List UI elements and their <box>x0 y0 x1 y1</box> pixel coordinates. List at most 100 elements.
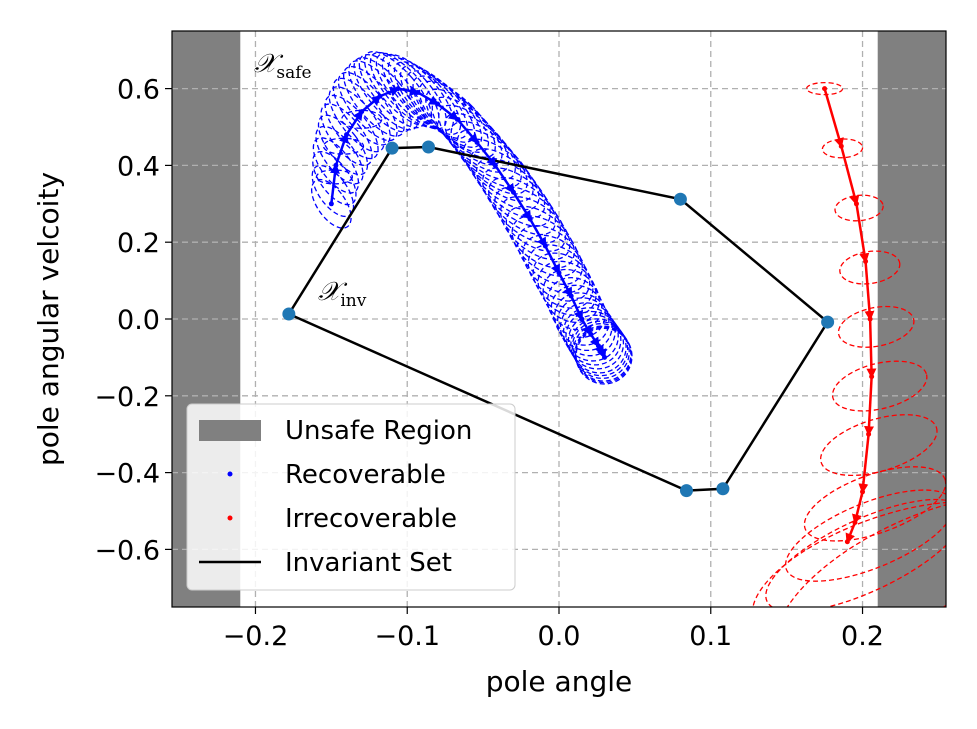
recoverable-point <box>359 109 365 115</box>
recoverable-ellipse <box>542 268 600 324</box>
irrecoverable-trajectory-segment <box>840 145 860 206</box>
recoverable-point <box>568 293 574 299</box>
recoverable-trajectory-segment <box>570 295 583 321</box>
y-tick-label: −0.4 <box>94 459 160 490</box>
recoverable-ellipse <box>444 112 522 188</box>
irrecoverable-ellipse <box>805 81 844 96</box>
legend-swatch-unsafe <box>199 420 261 441</box>
irrecoverable-point <box>860 489 866 495</box>
irrecoverable-point <box>853 201 859 207</box>
legend-box <box>186 403 516 591</box>
recoverable-ellipse <box>363 50 433 127</box>
recoverable-ellipse <box>571 320 629 377</box>
irrecoverable-ellipse <box>784 489 946 582</box>
recoverable-ellipse <box>324 94 379 160</box>
recoverable-point <box>602 354 608 360</box>
recoverable-ellipse <box>570 318 627 374</box>
recoverable-point <box>395 86 401 92</box>
recoverable-ellipse <box>527 244 591 302</box>
recoverable-point <box>595 343 601 349</box>
irrecoverable-point <box>866 431 872 437</box>
recoverable-ellipse <box>450 120 528 195</box>
recoverable-trajectory-segment <box>529 218 547 248</box>
irrecoverable-trajectory-segment <box>864 261 875 321</box>
irrecoverable-ellipse <box>774 494 946 607</box>
x-tick-label: 0.2 <box>841 621 884 652</box>
recoverable-ellipse <box>393 61 469 139</box>
recoverable-point <box>556 270 562 276</box>
recoverable-point <box>600 351 606 357</box>
recoverable-ellipse <box>310 178 352 229</box>
y-tick-label: 0.4 <box>117 151 160 182</box>
legend-marker-recoverable <box>227 471 233 477</box>
recoverable-trajectory-segment <box>557 272 573 298</box>
y-axis-label: pole angular velcoity <box>32 172 65 466</box>
recoverable-trajectory-segment <box>329 163 340 204</box>
invariant-set-vertex <box>673 192 687 206</box>
recoverable-trajectory-segment <box>456 118 479 144</box>
irrecoverable-ellipse <box>765 498 946 607</box>
recoverable-ellipse <box>565 310 622 366</box>
x-tick-label: −0.2 <box>223 621 289 652</box>
x-axis-label: pole angle <box>486 665 633 698</box>
irrecoverable-point <box>822 86 828 92</box>
recoverable-ellipse <box>482 167 557 236</box>
irrecoverable-ellipse <box>803 466 946 542</box>
recoverable-ellipse <box>575 327 633 385</box>
legend-label-invariant: Invariant Set <box>285 548 452 578</box>
legend-label-irrecoverable: Irrecoverable <box>285 504 457 534</box>
recoverable-trajectory-segment <box>334 132 349 166</box>
recoverable-ellipse <box>387 57 462 136</box>
recoverable-ellipse <box>328 86 385 153</box>
y-tick-label: −0.6 <box>94 535 160 566</box>
recoverable-trajectory-segment <box>397 86 420 96</box>
x-tick-label: 0.1 <box>689 621 732 652</box>
irrecoverable-ellipse <box>819 414 938 477</box>
irrecoverable-point <box>844 539 850 545</box>
recoverable-point <box>527 216 533 222</box>
recoverable-ellipse <box>522 234 587 294</box>
recoverable-trajectory-segment <box>345 109 363 136</box>
irrecoverable-ellipse <box>751 501 946 607</box>
recoverable-ellipse <box>375 52 447 130</box>
recoverable-point <box>344 132 350 138</box>
x-tick-label: 0.0 <box>538 621 581 652</box>
legend: Unsafe Region Recoverable Irrecoverable … <box>186 403 516 591</box>
irrecoverable-ellipse <box>821 138 864 159</box>
y-tick-label: 0.2 <box>117 228 160 259</box>
recoverable-ellipse <box>511 215 580 277</box>
y-tick-label: −0.2 <box>94 382 160 413</box>
invariant-set-vertex <box>679 484 693 498</box>
recoverable-ellipse <box>574 326 633 384</box>
recoverable-ellipse <box>573 323 630 379</box>
irrecoverable-trajectory-segment <box>823 88 844 149</box>
recoverable-ellipse <box>532 252 594 309</box>
invariant-set-vertex <box>421 140 435 154</box>
recoverable-point <box>328 201 334 207</box>
recoverable-ellipse <box>369 51 440 128</box>
recoverable-trajectory-segment <box>512 191 532 221</box>
recoverable-trajectory-segment <box>580 318 592 337</box>
recoverable-ellipse <box>554 292 610 346</box>
recoverable-ellipse <box>488 176 562 244</box>
y-tick-label: 0.0 <box>117 305 160 336</box>
y-tick-label: 0.6 <box>117 75 160 106</box>
recoverable-ellipse <box>418 80 496 158</box>
recoverable-trajectory-segment <box>436 102 459 121</box>
recoverable-ellipse <box>412 75 490 153</box>
recoverable-ellipse <box>456 129 534 202</box>
invariant-set-vertex <box>716 482 730 496</box>
recoverable-ellipse <box>499 196 571 261</box>
irrecoverable-trajectory-segment <box>866 318 877 379</box>
recoverable-point <box>333 162 339 168</box>
recoverable-ellipse <box>475 157 551 227</box>
irrecoverable-point <box>867 316 873 322</box>
recoverable-ellipse <box>315 125 364 185</box>
irrecoverable-point <box>863 258 869 264</box>
irrecoverable-ellipse <box>839 250 901 285</box>
recoverable-point <box>454 116 460 122</box>
x-tick-label: −0.1 <box>374 621 440 652</box>
irrecoverable-ellipse <box>837 305 915 348</box>
legend-label-recoverable: Recoverable <box>285 460 446 490</box>
